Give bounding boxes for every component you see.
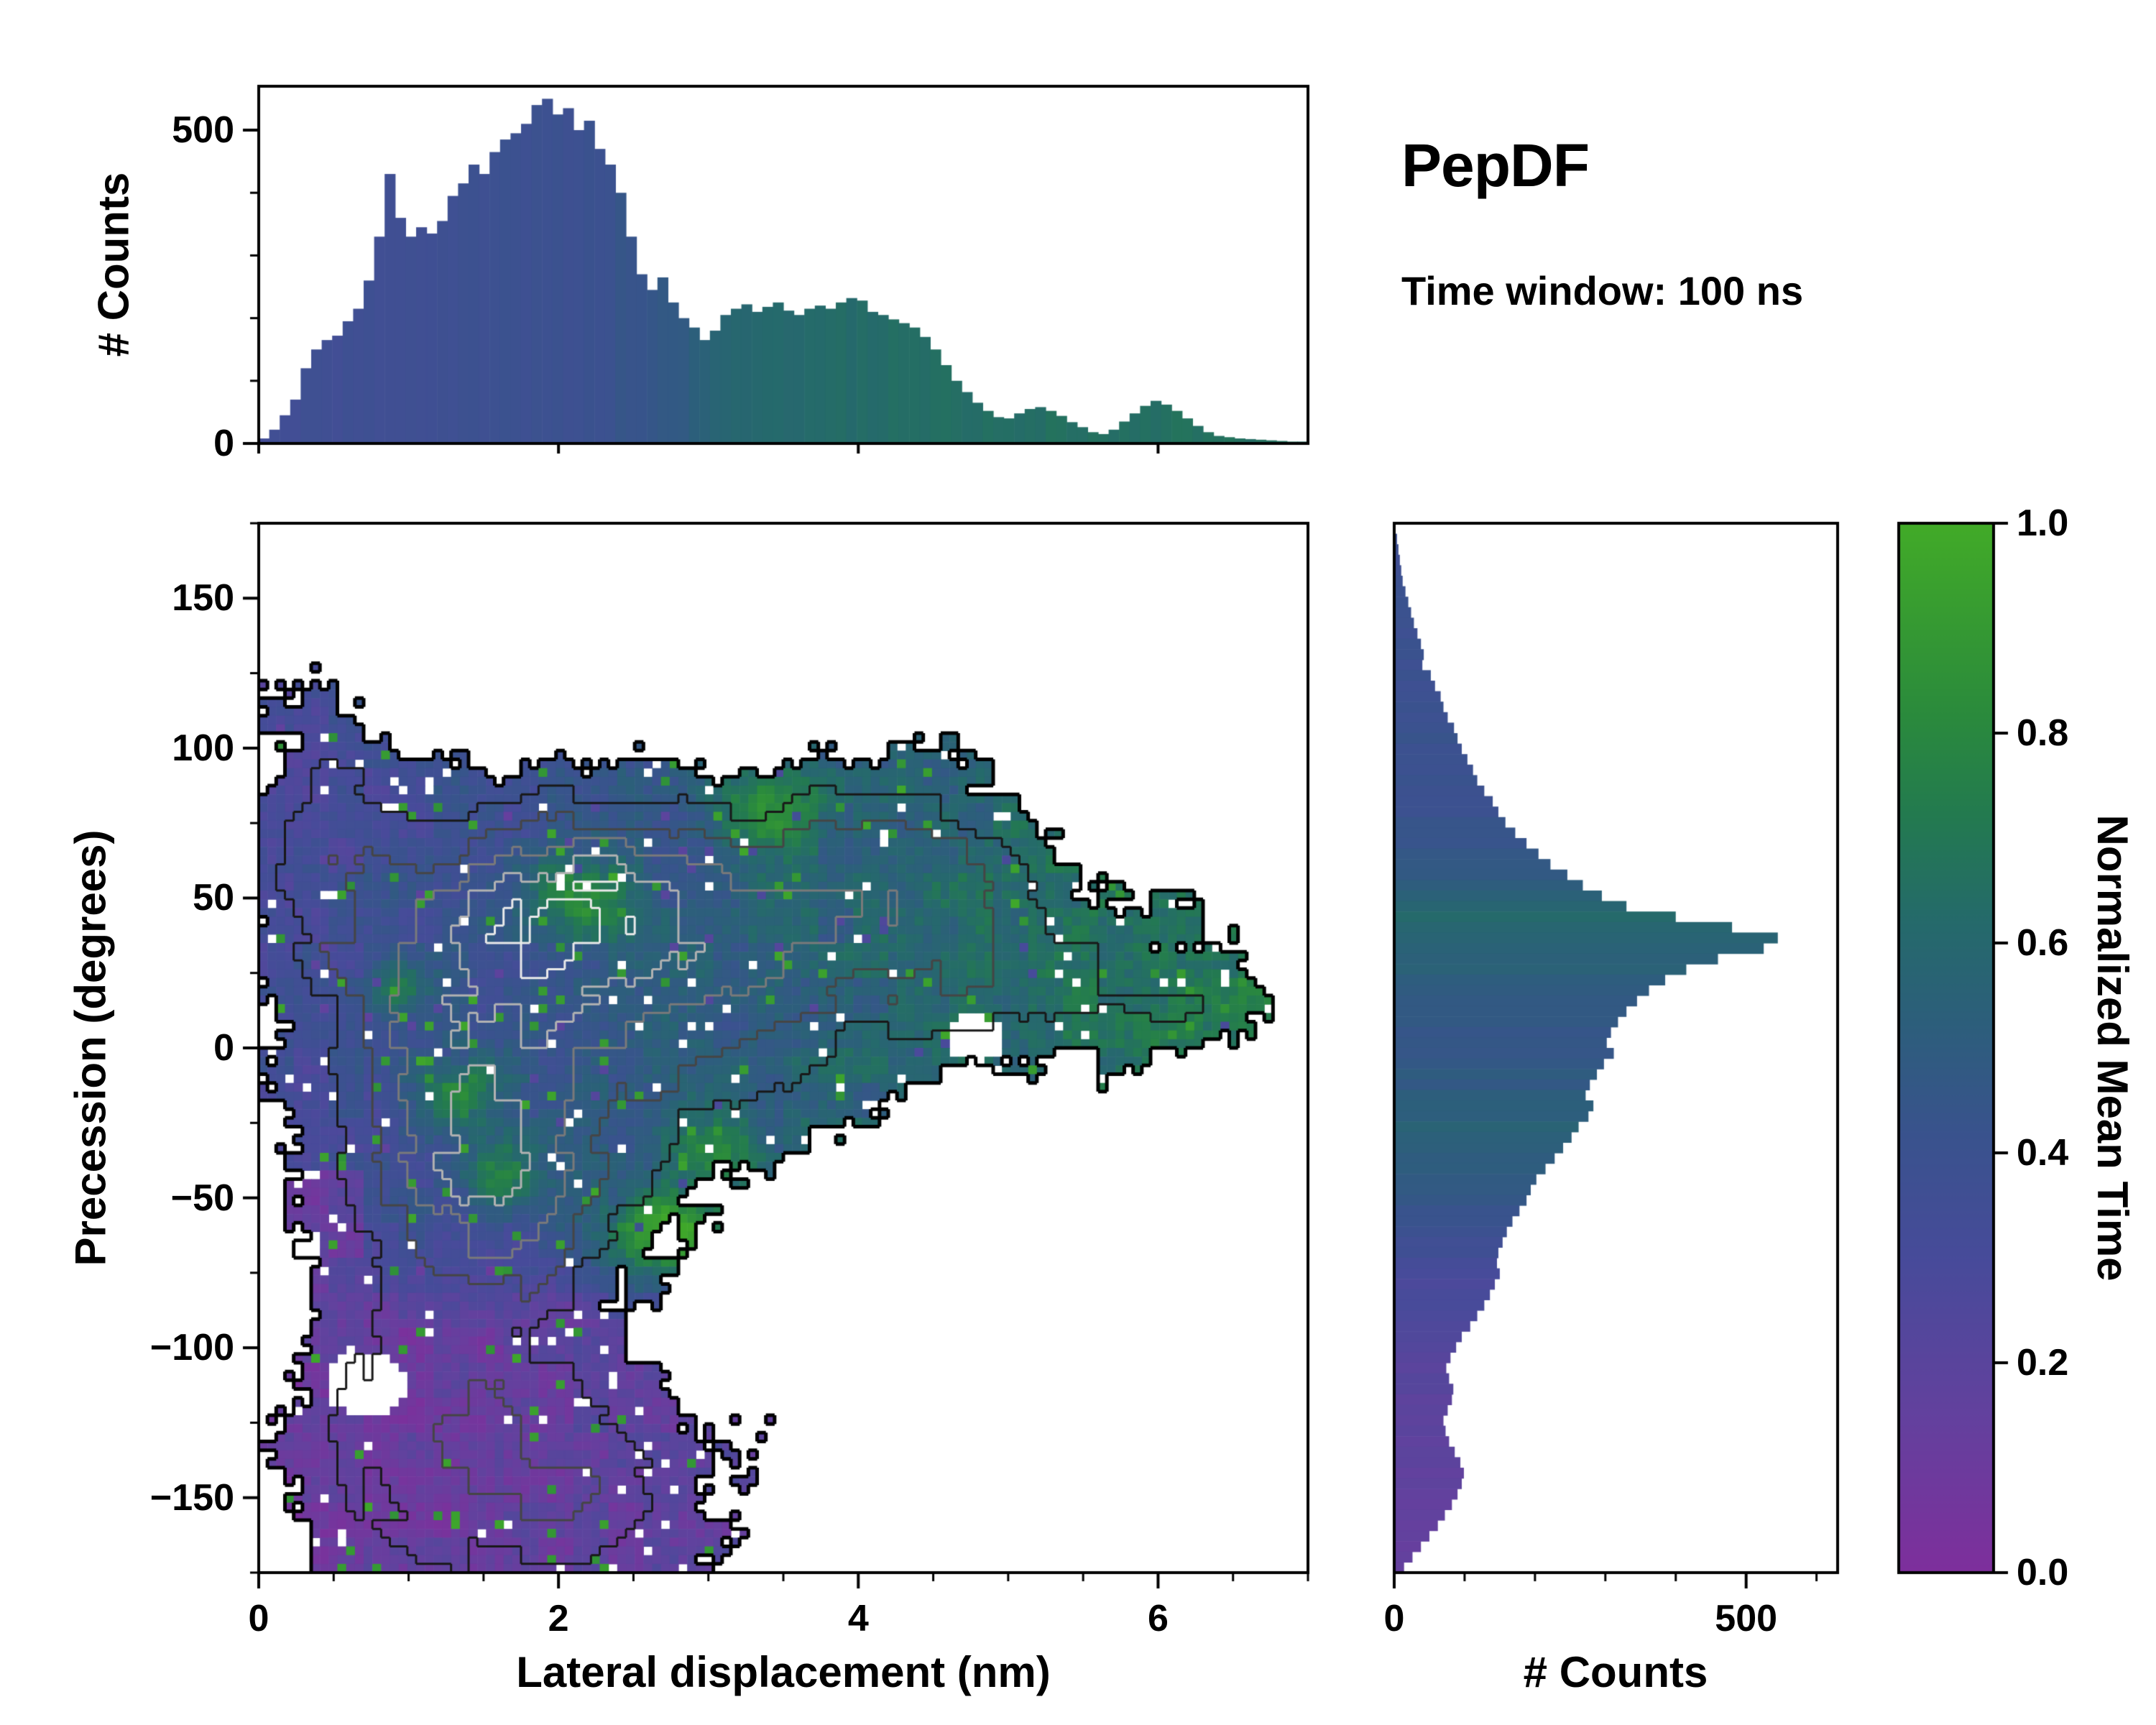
main-y-tick-label: −150: [149, 1476, 234, 1519]
colorbar-tick-label: 0.2: [2017, 1342, 2069, 1384]
colorbar-tick-label: 1.0: [2017, 502, 2069, 544]
plot-subtitle: Time window: 100 ns: [1401, 268, 1804, 313]
main-x-tick-label: 4: [847, 1598, 869, 1639]
colorbar-tick-label: 0.4: [2017, 1132, 2069, 1174]
right-hist-xlabel: # Counts: [1523, 1648, 1708, 1696]
main-ylabel: Precession (degrees): [66, 829, 115, 1266]
plot-title: PepDF: [1401, 132, 1590, 199]
main-x-tick-label: 0: [248, 1598, 270, 1639]
main-y-tick-label: 150: [172, 577, 234, 620]
main-y-tick-label: 0: [213, 1027, 234, 1069]
colorbar-tick-label: 0.6: [2017, 922, 2069, 964]
top-hist-y-tick-label: 500: [172, 109, 234, 152]
right-hist-x-tick-label: 500: [1715, 1598, 1778, 1639]
right-hist-x-tick-label: 0: [1383, 1598, 1405, 1639]
colorbar-tick-label: 0.8: [2017, 712, 2069, 754]
colorbar-label: Normalized Mean Time: [2088, 814, 2137, 1282]
main-x-tick-label: 2: [548, 1598, 569, 1639]
main-y-tick-label: 100: [172, 727, 234, 769]
main-y-tick-label: −50: [170, 1177, 234, 1219]
top-hist-ylabel: # Counts: [89, 172, 138, 357]
main-x-tick-label: 6: [1147, 1598, 1169, 1639]
colorbar-tick-label: 0.0: [2017, 1552, 2069, 1593]
main-xlabel: Lateral displacement (nm): [516, 1648, 1051, 1696]
top-hist-y-tick-label: 0: [213, 423, 234, 464]
main-y-tick-label: 50: [193, 877, 234, 919]
main-y-tick-label: −100: [149, 1327, 234, 1369]
